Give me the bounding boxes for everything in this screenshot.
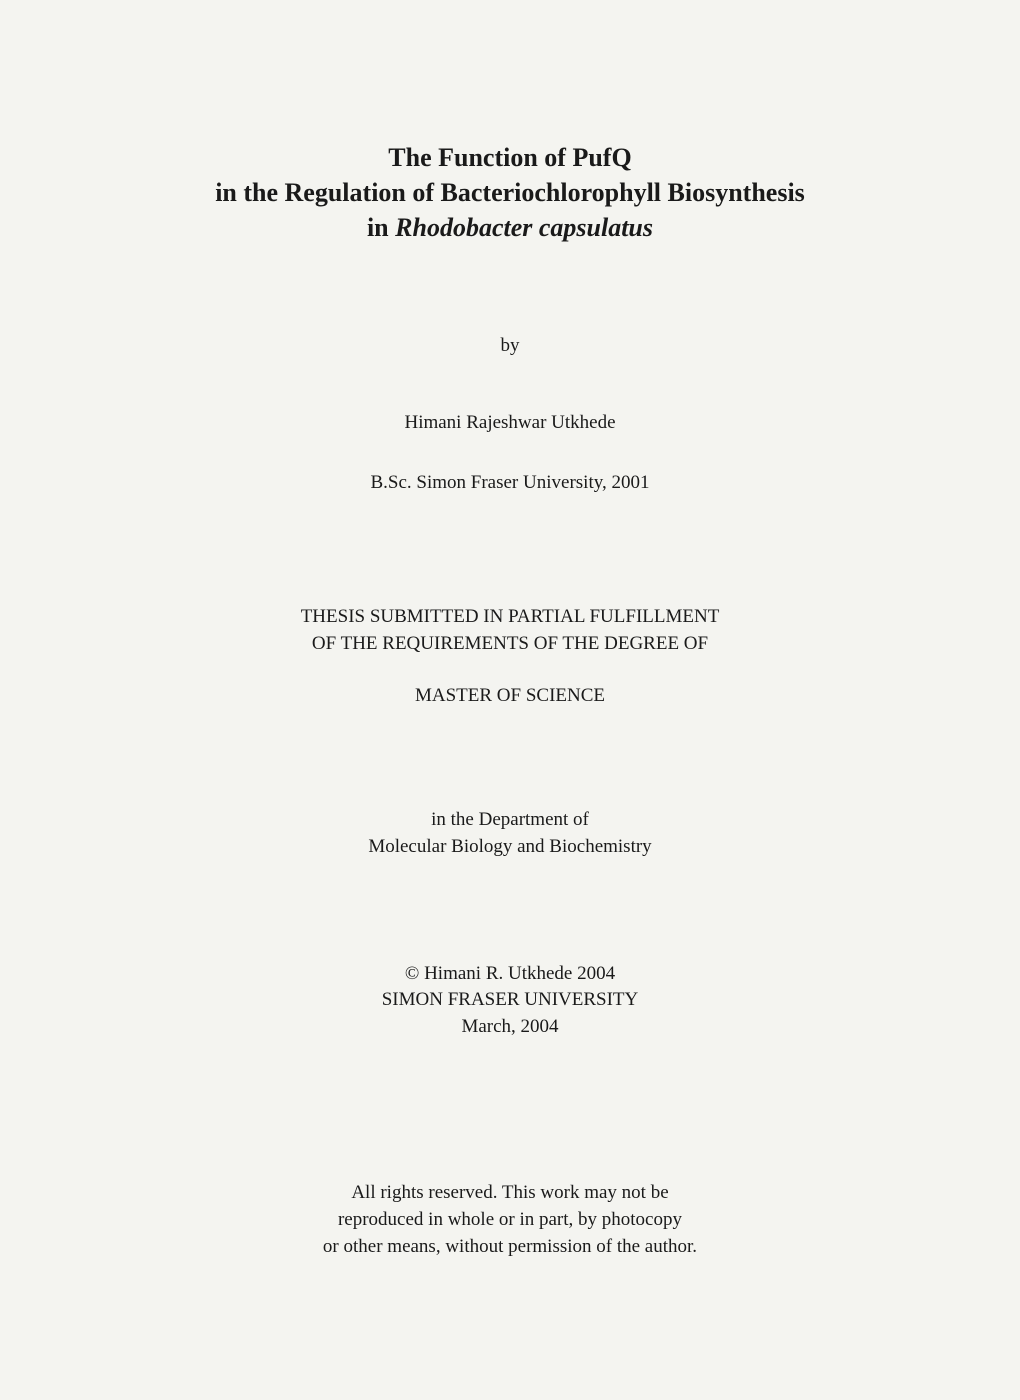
department-block: in the Department of Molecular Biology a… <box>368 807 651 960</box>
copyright-line: © Himani R. Utkhede 2004 <box>382 961 639 988</box>
title-species-name: Rhodobacter capsulatus <box>395 213 653 242</box>
submission-line-1: THESIS SUBMITTED IN PARTIAL FULFILLMENT <box>301 604 720 631</box>
submission-line-2: OF THE REQUIREMENTS OF THE DEGREE OF <box>301 631 720 658</box>
rights-statement: All rights reserved. This work may not b… <box>323 1180 697 1260</box>
department-line-1: in the Department of <box>368 807 651 834</box>
author-name: Himani Rajeshwar Utkhede <box>404 412 615 434</box>
copyright-block: © Himani R. Utkhede 2004 SIMON FRASER UN… <box>382 961 639 1181</box>
department-line-2: Molecular Biology and Biochemistry <box>368 834 651 861</box>
degree-name: MASTER OF SCIENCE <box>415 685 605 707</box>
title-line-1: The Function of PufQ <box>215 140 805 175</box>
institution-name: SIMON FRASER UNIVERSITY <box>382 987 639 1014</box>
rights-line-1: All rights reserved. This work may not b… <box>323 1180 697 1207</box>
title-line-2: in the Regulation of Bacteriochlorophyll… <box>215 175 805 210</box>
by-label: by <box>501 335 520 357</box>
rights-line-3: or other means, without permission of th… <box>323 1234 697 1261</box>
submission-statement: THESIS SUBMITTED IN PARTIAL FULFILLMENT … <box>301 604 720 685</box>
rights-line-2: reproduced in whole or in part, by photo… <box>323 1207 697 1234</box>
title-line-3: in Rhodobacter capsulatus <box>215 210 805 245</box>
thesis-title: The Function of PufQ in the Regulation o… <box>215 140 805 245</box>
publication-date: March, 2004 <box>382 1014 639 1041</box>
title-line-3-prefix: in <box>367 213 395 242</box>
author-credentials: B.Sc. Simon Fraser University, 2001 <box>370 472 649 494</box>
